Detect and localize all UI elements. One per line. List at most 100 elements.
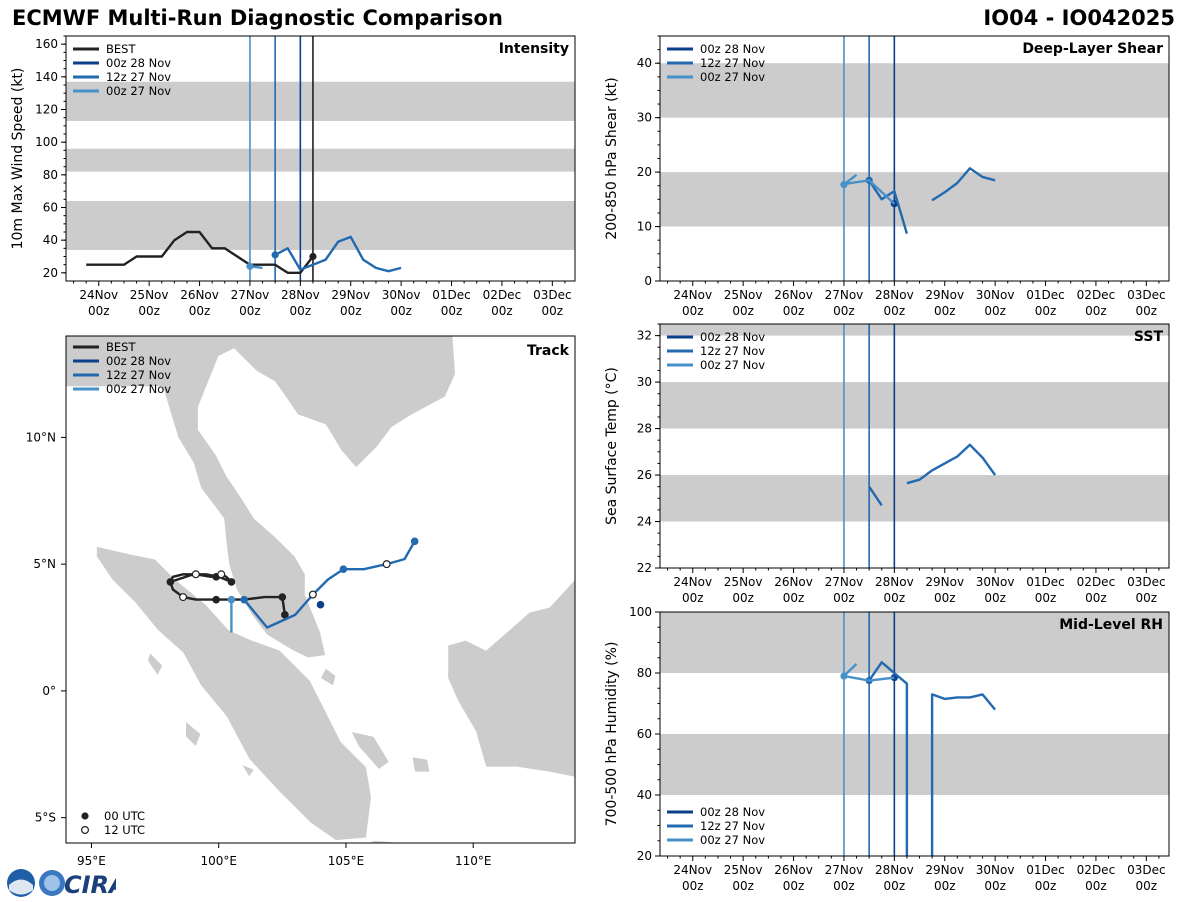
rh-x-tick-sublabel: 00z bbox=[1085, 879, 1107, 893]
shear-x-tick-label: 24Nov bbox=[673, 288, 712, 302]
shear-x-tick-label: 03Dec bbox=[1127, 288, 1166, 302]
track-panel-title: Track bbox=[527, 343, 570, 359]
sst-x-tick-sublabel: 00z bbox=[984, 591, 1006, 605]
track-point-12utc bbox=[191, 570, 200, 579]
sst-threshold-band bbox=[660, 382, 1169, 429]
intensity-data-point bbox=[246, 262, 254, 270]
land-mentawai bbox=[185, 720, 202, 748]
intensity-x-tick-sublabel: 00z bbox=[239, 304, 261, 318]
land-java bbox=[367, 840, 408, 843]
rh-x-tick-sublabel: 00z bbox=[783, 879, 805, 893]
intensity-y-axis-label: 10m Max Wind Speed (kt) bbox=[10, 68, 26, 250]
track-line-run_12z27 bbox=[243, 540, 416, 629]
rh-x-tick-label: 24Nov bbox=[673, 863, 712, 877]
intensity-y-tick-label: 60 bbox=[43, 201, 58, 215]
shear-x-tick-label: 30Nov bbox=[976, 288, 1015, 302]
shear-y-tick-label: 30 bbox=[637, 111, 652, 125]
rh-threshold-band bbox=[660, 612, 1169, 673]
rh-x-tick-label: 01Dec bbox=[1026, 863, 1065, 877]
shear-x-tick-sublabel: 00z bbox=[1035, 304, 1057, 318]
track-legend-label: 00z 27 Nov bbox=[106, 382, 171, 396]
intensity-y-tick-label: 20 bbox=[43, 266, 58, 280]
rh-x-tick-label: 02Dec bbox=[1077, 863, 1116, 877]
rh-x-tick-label: 26Nov bbox=[774, 863, 813, 877]
intensity-data-point bbox=[271, 251, 279, 259]
rh-legend-label: 00z 27 Nov bbox=[700, 833, 765, 847]
track-legend-marker-12utc bbox=[80, 825, 89, 834]
track-point-00utc bbox=[227, 595, 236, 604]
track-point-12utc bbox=[179, 593, 188, 602]
shear-legend-label: 00z 27 Nov bbox=[700, 70, 765, 84]
shear-y-tick-label: 20 bbox=[637, 165, 652, 179]
intensity-data-point bbox=[309, 252, 317, 261]
shear-legend-label: 12z 27 Nov bbox=[700, 56, 765, 70]
intensity-panel: 20 40 60 80 100 120 140 160 24Nov 00z 25Nov 00z 26No… bbox=[10, 35, 576, 318]
intensity-x-tick-sublabel: 00z bbox=[189, 304, 211, 318]
intensity-x-tick-sublabel: 00z bbox=[390, 304, 412, 318]
shear-x-tick-label: 27Nov bbox=[825, 288, 864, 302]
cira-globe-inner bbox=[44, 875, 60, 891]
shear-y-tick-label: 10 bbox=[637, 220, 652, 234]
shear-series-line bbox=[843, 179, 896, 205]
intensity-legend-label: BEST bbox=[106, 42, 136, 56]
intensity-x-tick-sublabel: 00z bbox=[138, 304, 160, 318]
sst-threshold-band bbox=[660, 324, 1169, 336]
shear-x-tick-sublabel: 00z bbox=[783, 304, 805, 318]
shear-x-tick-sublabel: 00z bbox=[984, 304, 1006, 318]
rh-legend-label: 12z 27 Nov bbox=[700, 819, 765, 833]
shear-y-axis-label: 200-850 hPa Shear (kt) bbox=[604, 77, 620, 239]
intensity-legend-label: 00z 27 Nov bbox=[106, 84, 171, 98]
sst-x-tick-label: 24Nov bbox=[673, 575, 712, 589]
track-legend-marker-label: 12 UTC bbox=[104, 823, 145, 837]
land-bangka bbox=[350, 730, 390, 771]
intensity-y-tick-label: 40 bbox=[43, 233, 58, 247]
sst-series-line bbox=[906, 443, 997, 485]
sst-frame bbox=[659, 323, 1170, 569]
shear-panel-title: Deep-Layer Shear bbox=[1022, 41, 1163, 57]
sst-y-tick-label: 24 bbox=[637, 515, 652, 529]
track-point-12utc bbox=[308, 590, 317, 599]
intensity-threshold-band bbox=[66, 148, 575, 172]
track-point-00utc bbox=[316, 600, 325, 609]
track-point-12utc bbox=[382, 560, 391, 569]
track-lon-label: 100°E bbox=[200, 854, 237, 868]
track-frame bbox=[65, 335, 576, 844]
intensity-x-tick-sublabel: 00z bbox=[340, 304, 362, 318]
intensity-x-tick-sublabel: 00z bbox=[290, 304, 312, 318]
intensity-x-tick-sublabel: 00z bbox=[441, 304, 463, 318]
logo-graphic: CIRA bbox=[7, 869, 128, 899]
rh-panel: 20 40 60 80 100 24Nov 00z 25Nov 00z 26Nov 00z 27Nov… bbox=[604, 605, 1170, 893]
sst-x-tick-label: 03Dec bbox=[1127, 575, 1166, 589]
rh-x-tick-label: 27Nov bbox=[825, 863, 864, 877]
intensity-x-tick-label: 30Nov bbox=[382, 288, 421, 302]
intensity-y-tick-label: 120 bbox=[35, 103, 58, 117]
intensity-threshold-band bbox=[66, 81, 575, 121]
sst-x-tick-sublabel: 00z bbox=[833, 591, 855, 605]
noaa-logo-wave bbox=[9, 879, 33, 895]
track-legend-label: BEST bbox=[106, 340, 136, 354]
intensity-panel-title: Intensity bbox=[499, 41, 569, 57]
shear-x-tick-sublabel: 00z bbox=[1136, 304, 1158, 318]
sst-x-tick-label: 26Nov bbox=[774, 575, 813, 589]
sst-panel-title: SST bbox=[1134, 329, 1164, 345]
shear-panel: 0 10 20 30 40 24Nov 00z 25Nov 00z 26Nov 00z 27Nov 00… bbox=[604, 35, 1170, 318]
rh-x-tick-sublabel: 00z bbox=[732, 879, 754, 893]
rh-x-tick-sublabel: 00z bbox=[682, 879, 704, 893]
sst-y-tick-label: 22 bbox=[637, 561, 652, 575]
track-lon-label: 95°E bbox=[77, 854, 106, 868]
shear-x-tick-label: 29Nov bbox=[925, 288, 964, 302]
rh-y-tick-label: 80 bbox=[637, 666, 652, 680]
intensity-x-tick-label: 03Dec bbox=[533, 288, 572, 302]
rh-x-tick-sublabel: 00z bbox=[1136, 879, 1158, 893]
intensity-x-tick-sublabel: 00z bbox=[491, 304, 513, 318]
sst-x-tick-label: 30Nov bbox=[976, 575, 1015, 589]
intensity-series-group bbox=[86, 230, 402, 274]
track-lon-label: 105°E bbox=[328, 854, 365, 868]
sst-threshold-band bbox=[660, 475, 1169, 522]
land-belitung bbox=[411, 756, 431, 773]
sst-x-tick-label: 25Nov bbox=[724, 575, 763, 589]
sst-legend-label: 00z 27 Nov bbox=[700, 358, 765, 372]
rh-x-tick-label: 30Nov bbox=[976, 863, 1015, 877]
track-point-00utc bbox=[281, 611, 289, 619]
track-lat-label: 0° bbox=[42, 684, 56, 698]
